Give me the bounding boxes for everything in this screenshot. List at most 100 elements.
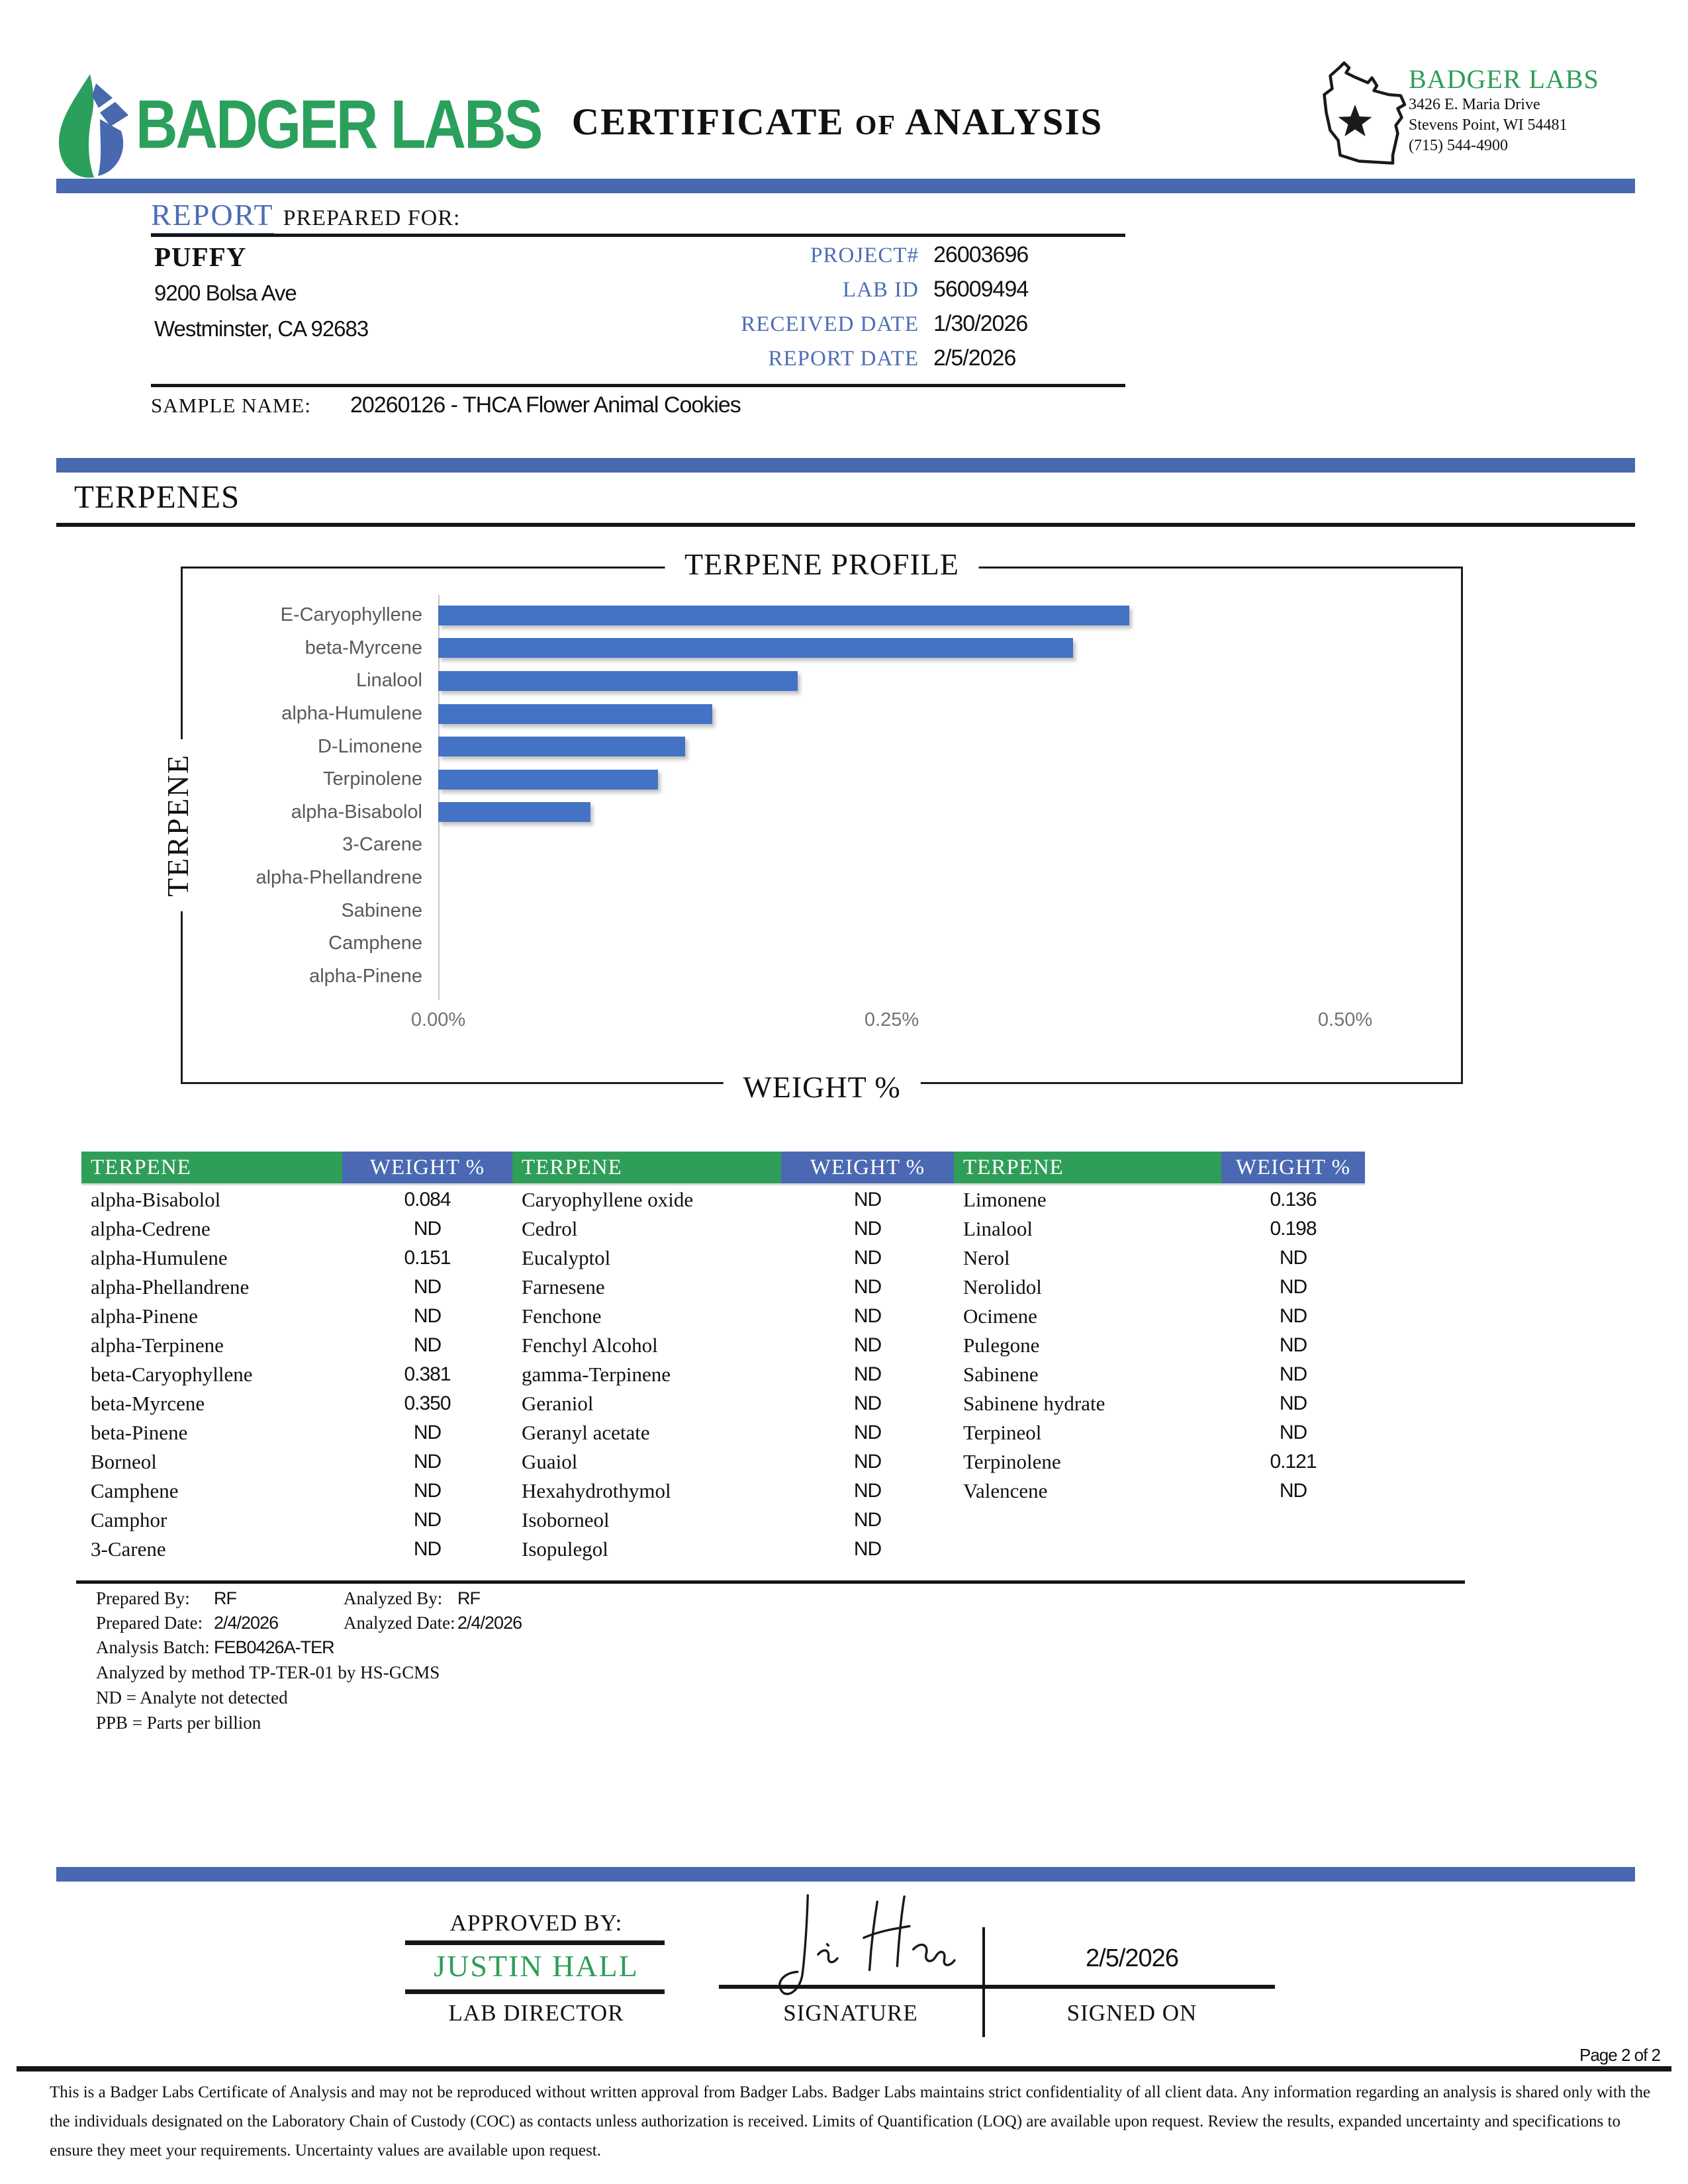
chart-bar-track: [438, 802, 1345, 823]
prepared-date-row: Prepared Date: 2/4/2026 Analyzed Date: 2…: [96, 1613, 824, 1637]
terpene-name-cell: alpha-Humulene: [91, 1246, 228, 1269]
wisconsin-state-icon: [1323, 61, 1407, 165]
report-heading-rest: PREPARED FOR:: [283, 206, 461, 230]
report-date-value: 2/5/2026: [933, 345, 1016, 371]
table-header-terpene: TERPENE: [954, 1152, 1221, 1185]
terpene-value-cell: ND: [853, 1538, 882, 1560]
chart-row: D-Limonene: [183, 730, 1461, 763]
terpene-name-cell: Sabinene hydrate: [963, 1392, 1105, 1415]
document-title-part2: ANALYSIS: [905, 101, 1103, 143]
terpene-value-cell: ND: [413, 1276, 442, 1298]
meta-row-lab-id: LAB ID 56009494: [589, 277, 1119, 311]
chart-bar-track: [438, 769, 1345, 790]
terpene-value-cell: 0.198: [1270, 1218, 1317, 1240]
terpene-value-cell: ND: [413, 1218, 442, 1240]
chart-category-label: alpha-Bisabolol: [291, 801, 422, 823]
lab-address-line2: Stevens Point, WI 54481: [1409, 116, 1568, 134]
chart-category-label: Camphene: [328, 933, 422, 954]
terpene-value-cell: ND: [413, 1422, 442, 1443]
meta-row-received-date: RECEIVED DATE 1/30/2026: [589, 311, 1119, 345]
terpene-name-cell: Ocimene: [963, 1304, 1037, 1328]
chart-row: Linalool: [183, 664, 1461, 698]
terpene-value-cell: ND: [853, 1247, 882, 1269]
chart-x-axis-label: WEIGHT %: [723, 1069, 921, 1105]
analysis-batch-value: FEB0426A-TER: [214, 1637, 335, 1657]
terpene-value-cell: ND: [413, 1538, 442, 1560]
received-date-value: 1/30/2026: [933, 311, 1028, 336]
meta-row-project: PROJECT# 26003696: [589, 242, 1119, 277]
terpene-name-cell: Fenchone: [522, 1304, 602, 1328]
client-address-line1: 9200 Bolsa Ave: [154, 281, 297, 305]
chart-bar: [438, 769, 658, 790]
chart-row: 3-Carene: [183, 829, 1461, 862]
report-heading-accent: REPORT: [151, 198, 274, 236]
terpene-name-cell: 3-Carene: [91, 1537, 166, 1561]
chart-category-label: alpha-Pinene: [309, 965, 422, 987]
prepared-date-label: Prepared Date:: [96, 1613, 203, 1633]
received-date-label: RECEIVED DATE: [741, 312, 919, 336]
chart-category-label: beta-Myrcene: [305, 637, 422, 659]
terpene-name-cell: Isopulegol: [522, 1537, 608, 1561]
chart-row: Camphene: [183, 927, 1461, 960]
terpene-name-cell: Limonene: [963, 1188, 1047, 1211]
chart-bar: [438, 638, 1073, 659]
leaf-logo-icon: [58, 74, 128, 178]
lab-phone: (715) 544-4900: [1409, 137, 1508, 154]
client-address-line2: Westminster, CA 92683: [154, 316, 369, 341]
lab-id-value: 56009494: [933, 277, 1029, 302]
chart-bar: [438, 605, 1129, 625]
chart-bar-track: [438, 737, 1345, 757]
analyzed-date-value: 2/4/2026: [457, 1613, 522, 1633]
terpene-value-cell: ND: [853, 1451, 882, 1473]
chart-bar-track: [438, 704, 1345, 724]
star-icon: [1338, 105, 1372, 136]
chart-category-label: 3-Carene: [342, 834, 422, 856]
terpene-name-cell: Camphene: [91, 1479, 179, 1502]
terpene-value-cell: ND: [413, 1305, 442, 1327]
analysis-info-block: Prepared By: RF Analyzed By: RF Prepared…: [96, 1588, 824, 1662]
terpene-profile-chart: TERPENE PROFILE TERPENE E-Caryophyllene b…: [159, 547, 1463, 1105]
chart-category-label: Sabinene: [341, 899, 422, 921]
terpene-name-cell: Geranyl acetate: [522, 1421, 650, 1444]
lab-id-label: LAB ID: [842, 278, 919, 302]
terpene-value-cell: ND: [1279, 1276, 1307, 1298]
lab-name: BADGER LABS: [1409, 64, 1599, 94]
approver-title: LAB DIRECTOR: [448, 2000, 624, 2026]
terpene-name-cell: Pulegone: [963, 1334, 1040, 1357]
terpene-name-cell: [954, 1535, 1221, 1564]
terpene-name-cell: Terpineol: [963, 1421, 1042, 1444]
analyzed-by-label: Analyzed By:: [344, 1588, 443, 1608]
terpene-value-cell: [1221, 1506, 1365, 1535]
report-heading-rule: [151, 234, 1125, 237]
chart-category-label: alpha-Phellandrene: [256, 867, 422, 889]
terpene-value-cell: ND: [853, 1334, 882, 1356]
terpene-value-cell: ND: [1279, 1305, 1307, 1327]
chart-bar: [438, 737, 685, 757]
chart-bar-track: [438, 670, 1345, 691]
terpene-name-cell: Isoborneol: [522, 1508, 610, 1531]
chart-category-label: Linalool: [356, 670, 422, 692]
chart-tick-2: 0.50%: [1317, 1009, 1373, 1030]
lab-contact-block: BADGER LABS 3426 E. Maria Drive Stevens …: [1409, 64, 1673, 156]
chart-bar-track: [438, 934, 1345, 954]
terpene-value-cell: ND: [413, 1509, 442, 1531]
report-date-label: REPORT DATE: [768, 347, 919, 371]
terpene-name-cell: Hexahydrothymol: [522, 1479, 671, 1502]
terpene-value-cell: ND: [1279, 1422, 1307, 1443]
sample-name-row: SAMPLE NAME: 20260126 - THCA Flower Anim…: [151, 392, 741, 418]
method-note: Analyzed by method TP-TER-01 by HS-GCMS: [96, 1662, 440, 1682]
header-divider: [56, 179, 1635, 193]
terpene-value-cell: 0.381: [404, 1363, 451, 1385]
section-divider: [56, 458, 1635, 473]
terpene-value-cell: ND: [413, 1334, 442, 1356]
terpene-value-cell: 0.084: [404, 1189, 451, 1210]
chart-axis-line: [438, 595, 440, 1000]
client-name: PUFFY: [154, 242, 247, 272]
chart-category-label: D-Limonene: [318, 735, 422, 757]
signature-rule: [719, 1985, 1275, 1989]
chart-row: Sabinene: [183, 894, 1461, 927]
terpene-name-cell: Caryophyllene oxide: [522, 1188, 694, 1211]
table-header-weight: WEIGHT %: [781, 1152, 954, 1185]
terpene-name-cell: gamma-Terpinene: [522, 1363, 671, 1386]
signed-date: 2/5/2026: [1086, 1944, 1179, 1972]
